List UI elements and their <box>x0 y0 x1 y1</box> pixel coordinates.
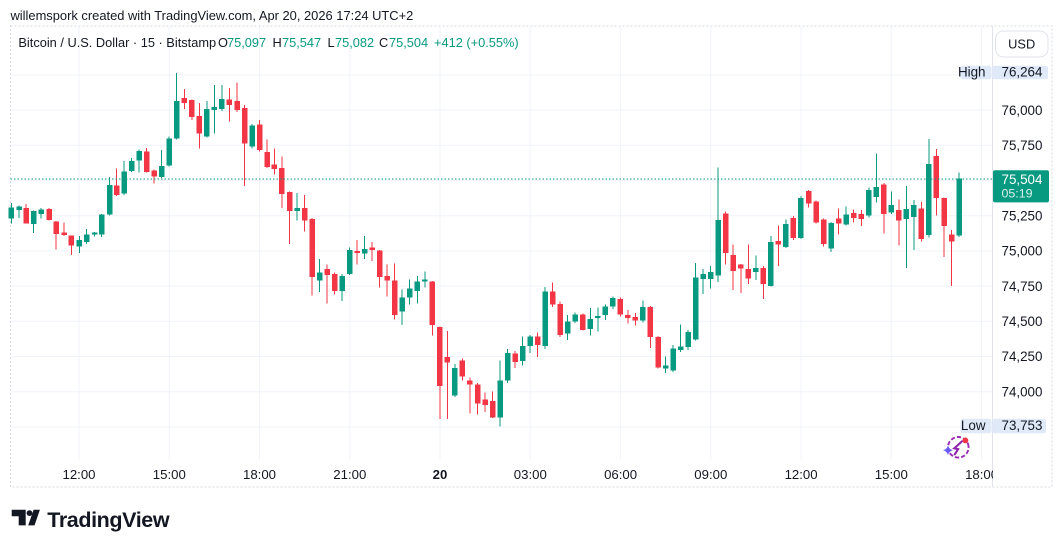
svg-text:75,750: 75,750 <box>1002 138 1043 153</box>
svg-text:74,750: 74,750 <box>1002 279 1043 294</box>
svg-text:12:00: 12:00 <box>62 467 95 482</box>
svg-text:75,504: 75,504 <box>1002 172 1044 187</box>
svg-text:Bitcoin / U.S. Dollar · 15 · B: Bitcoin / U.S. Dollar · 15 · Bitstamp <box>18 35 216 50</box>
svg-text:12:00: 12:00 <box>785 467 818 482</box>
svg-text:H: H <box>273 35 282 50</box>
svg-text:75,082: 75,082 <box>335 35 374 50</box>
svg-text:06:00: 06:00 <box>604 467 637 482</box>
svg-text:O: O <box>218 35 228 50</box>
svg-text:75,097: 75,097 <box>227 35 266 50</box>
svg-text:74,250: 74,250 <box>1002 349 1043 364</box>
svg-text:75,547: 75,547 <box>282 35 321 50</box>
svg-text:15:00: 15:00 <box>153 467 186 482</box>
svg-text:21:00: 21:00 <box>333 467 366 482</box>
svg-text:75,504: 75,504 <box>389 35 428 50</box>
svg-text:C: C <box>379 35 388 50</box>
svg-text:05:19: 05:19 <box>1002 187 1033 201</box>
svg-text:75,250: 75,250 <box>1002 208 1043 223</box>
svg-text:High: High <box>958 65 986 80</box>
svg-text:+412 (+0.55%): +412 (+0.55%) <box>434 35 519 50</box>
svg-text:73,753: 73,753 <box>1002 418 1043 433</box>
svg-text:willemspork created with Tradi: willemspork created with TradingView.com… <box>10 8 414 23</box>
svg-text:15:00: 15:00 <box>875 467 908 482</box>
svg-text:74,500: 74,500 <box>1002 314 1043 329</box>
svg-text:Low: Low <box>961 418 986 433</box>
svg-text:75,000: 75,000 <box>1002 244 1043 259</box>
svg-text:76,000: 76,000 <box>1002 103 1043 118</box>
svg-text:03:00: 03:00 <box>514 467 547 482</box>
svg-text:USD: USD <box>1008 36 1035 51</box>
svg-text:18:00: 18:00 <box>243 467 276 482</box>
svg-text:09:00: 09:00 <box>694 467 727 482</box>
svg-text:18:00: 18:00 <box>965 467 998 482</box>
svg-text:TradingView: TradingView <box>47 508 170 532</box>
svg-text:20: 20 <box>433 467 448 482</box>
svg-text:76,264: 76,264 <box>1002 65 1044 80</box>
svg-text:74,000: 74,000 <box>1002 384 1043 399</box>
svg-text:L: L <box>328 35 335 50</box>
